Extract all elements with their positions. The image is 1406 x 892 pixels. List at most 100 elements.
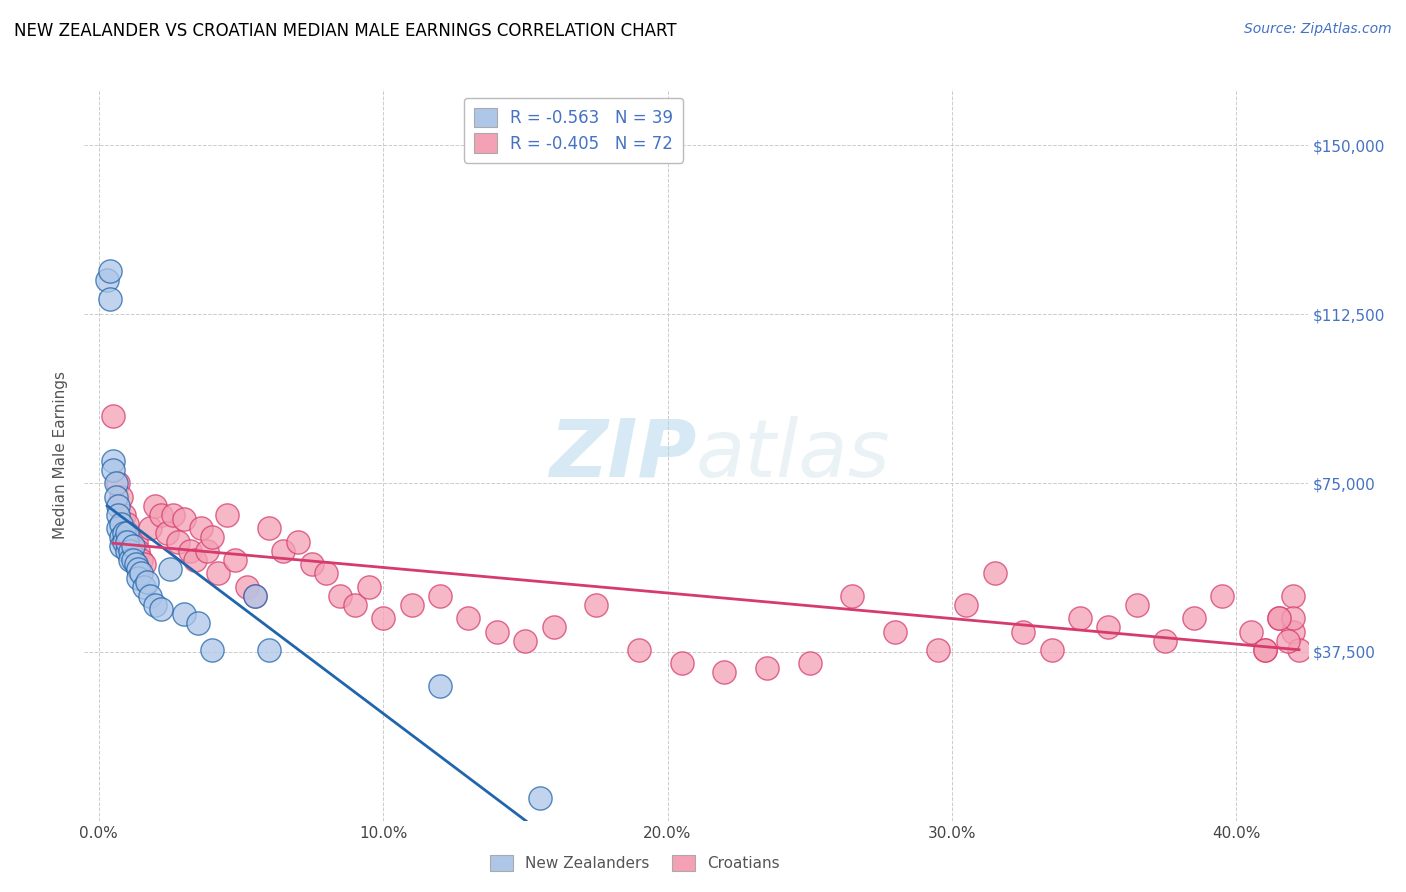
Point [101, 462, 124, 476]
Point [224, 552, 246, 566]
Point [129, 566, 152, 580]
Point [179, 543, 201, 558]
Point [162, 508, 184, 522]
Point [1069, 611, 1091, 625]
Point [101, 453, 124, 467]
Point [136, 575, 159, 590]
Text: ZIP: ZIP [548, 416, 696, 494]
Point [145, 598, 167, 612]
Point [139, 589, 162, 603]
Point [273, 543, 295, 558]
Point [1254, 642, 1277, 657]
Point [118, 552, 141, 566]
Point [329, 589, 352, 603]
Point [112, 508, 135, 522]
Point [184, 552, 207, 566]
Point [955, 598, 977, 612]
Point [127, 543, 149, 558]
Point [115, 525, 138, 540]
Point [121, 539, 143, 553]
Point [121, 539, 143, 553]
Point [1282, 624, 1305, 639]
Point [1254, 642, 1277, 657]
Point [799, 656, 821, 670]
Point [215, 508, 238, 522]
Point [529, 791, 551, 805]
Point [301, 557, 323, 571]
Point [585, 598, 607, 612]
Point [315, 566, 337, 580]
Point [124, 534, 146, 549]
Point [107, 476, 129, 491]
Point [150, 508, 173, 522]
Point [107, 499, 129, 513]
Point [628, 642, 651, 657]
Point [173, 607, 195, 621]
Point [195, 543, 218, 558]
Point [1268, 611, 1291, 625]
Point [201, 530, 224, 544]
Point [190, 521, 212, 535]
Point [104, 490, 127, 504]
Point [112, 525, 135, 540]
Point [243, 589, 266, 603]
Point [121, 552, 143, 566]
Point [145, 499, 167, 513]
Point [104, 476, 127, 491]
Point [110, 490, 132, 504]
Point [543, 620, 565, 634]
Point [1277, 633, 1299, 648]
Point [485, 624, 508, 639]
Point [110, 530, 132, 544]
Point [841, 589, 863, 603]
Point [96, 273, 118, 287]
Point [1282, 589, 1305, 603]
Point [1282, 611, 1305, 625]
Point [207, 566, 229, 580]
Point [110, 539, 132, 553]
Y-axis label: Median Male Earnings: Median Male Earnings [53, 371, 69, 539]
Point [401, 598, 423, 612]
Point [457, 611, 479, 625]
Point [1154, 633, 1177, 648]
Point [983, 566, 1005, 580]
Point [343, 598, 366, 612]
Point [1097, 620, 1119, 634]
Point [1012, 624, 1035, 639]
Point [1211, 589, 1233, 603]
Point [132, 557, 155, 571]
Point [927, 642, 949, 657]
Point [107, 521, 129, 535]
Point [429, 589, 451, 603]
Point [159, 561, 181, 575]
Point [187, 615, 209, 630]
Point [98, 292, 121, 306]
Text: Source: ZipAtlas.com: Source: ZipAtlas.com [1244, 22, 1392, 37]
Point [115, 516, 138, 531]
Point [1288, 642, 1310, 657]
Point [243, 589, 266, 603]
Point [259, 642, 281, 657]
Point [110, 516, 132, 531]
Point [884, 624, 907, 639]
Point [1040, 642, 1063, 657]
Point [429, 679, 451, 693]
Point [115, 543, 138, 558]
Point [1240, 624, 1263, 639]
Legend: New Zealanders, Croatians: New Zealanders, Croatians [482, 847, 787, 879]
Point [98, 264, 121, 278]
Point [118, 543, 141, 558]
Point [107, 508, 129, 522]
Point [287, 534, 309, 549]
Point [756, 660, 779, 674]
Point [127, 571, 149, 585]
Point [1126, 598, 1149, 612]
Point [127, 561, 149, 575]
Point [101, 409, 124, 423]
Point [112, 534, 135, 549]
Point [132, 580, 155, 594]
Point [671, 656, 693, 670]
Point [371, 611, 394, 625]
Point [1268, 611, 1291, 625]
Point [357, 580, 380, 594]
